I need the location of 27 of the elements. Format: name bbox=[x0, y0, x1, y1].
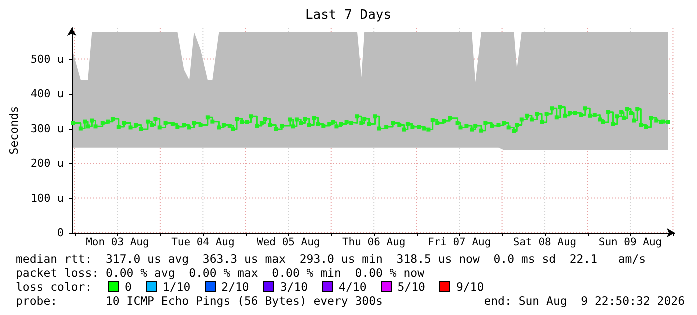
x-tick-label: Wed 05 Aug bbox=[257, 236, 320, 248]
y-tick-label: 400 u bbox=[30, 88, 64, 101]
y-tick-label: 100 u bbox=[30, 192, 64, 205]
x-tick-label: Sun 09 Aug bbox=[598, 236, 662, 248]
text: 1/10 bbox=[162, 280, 191, 294]
chart-title: Last 7 Days bbox=[305, 8, 392, 23]
x-tick-label: Mon 03 Aug bbox=[86, 236, 150, 248]
text: 9/10 bbox=[456, 280, 484, 294]
x-tick-label: Sat 08 Aug bbox=[513, 236, 577, 248]
text: loss color: bbox=[16, 280, 92, 294]
x-tick-label: Tue 04 Aug bbox=[172, 236, 235, 248]
x-tick-label: Thu 06 Aug bbox=[342, 236, 406, 248]
y-tick-label: 300 u bbox=[30, 122, 64, 136]
text: 5/10 bbox=[398, 280, 426, 294]
y-tick-label: 0 bbox=[57, 226, 64, 240]
text: 3/10 bbox=[280, 280, 308, 294]
x-tick-label: Fri 07 Aug bbox=[428, 236, 492, 248]
text: 4/10 bbox=[339, 280, 367, 294]
y-axis-title: Seconds bbox=[7, 106, 21, 155]
text: 0 bbox=[125, 280, 132, 294]
text: probe: 10 ICMP Echo Pings (56 Bytes) every 300s bbox=[16, 294, 383, 308]
text: end: Sun Aug 9 22:50:32 2026 bbox=[484, 294, 685, 308]
y-tick-label: 500 u bbox=[30, 52, 64, 66]
y-tick-label: 200 u bbox=[30, 157, 64, 170]
text: median rtt: 317.0 us avg 363.3 us max 293.0 us min 318.5 us now 0.0 ms sd 22.1 am/s bbox=[16, 252, 646, 266]
text: 2/10 bbox=[222, 280, 250, 294]
text: packet loss: 0.00 % avg 0.00 % max 0.00 % min 0.00 % now bbox=[16, 266, 424, 280]
